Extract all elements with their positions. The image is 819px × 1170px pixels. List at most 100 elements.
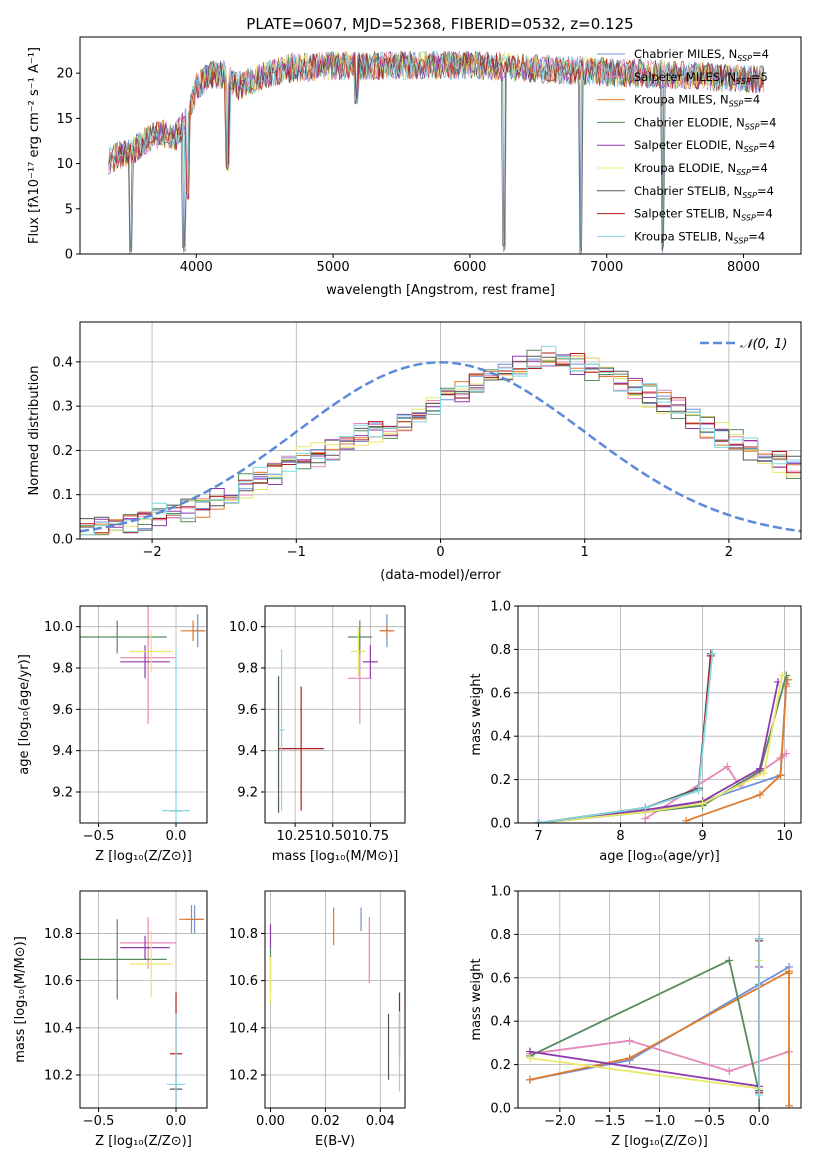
mass-vs-z-axes: −0.5 0.0 10.2 10.4 10.6 10.8 Z [log₁₀(Z/Z⊙)] ma…: [13, 891, 207, 1149]
x-tick-label: 7000: [590, 260, 623, 275]
series-kroupa-miles-marker: [682, 816, 691, 823]
y-tick-label: 0.2: [52, 444, 73, 459]
legend-nssp-eq: =: [757, 184, 767, 198]
errorbar-salpeter-miles: [120, 916, 177, 969]
errorbar-salpeter-elodie: [362, 645, 378, 679]
legend-nssp-prefix: , N: [721, 47, 737, 61]
legend-nssp-eq: =: [748, 229, 758, 243]
legend-nssp-sub: SSP: [729, 100, 744, 109]
x-axis-label: mass [log₁₀(M/M⊙)]: [272, 849, 399, 864]
x-tick-label: −0.5: [83, 829, 115, 844]
legend-nssp-eq: =: [756, 207, 766, 221]
series-kroupa-stelib-marker: [755, 934, 764, 943]
legend-label: Chabrier ELODIE, NSSP=4: [634, 115, 776, 131]
x-tick-label: 9: [698, 829, 706, 844]
series-salpeter-miles-marker: [625, 1036, 634, 1045]
legend-nssp-eq: =: [751, 70, 761, 84]
series-salpeter-miles-marker: [723, 762, 732, 771]
x-tick-label: 10.25: [276, 829, 313, 844]
mass-weight-vs-age-lines: [534, 649, 792, 823]
y-tick-label: 1.0: [490, 600, 511, 615]
series-chabrier-elodie-marker: [725, 956, 734, 965]
errorbar-kroupa-stelib: [278, 649, 285, 811]
legend-nssp-eq: =: [758, 138, 768, 152]
y-tick-label: 0.8: [490, 928, 511, 943]
mass-weight-vs-z-frame: [517, 890, 802, 1109]
y-tick-label: 10.8: [229, 927, 258, 942]
x-tick-label: −1: [287, 545, 306, 560]
errorbar-salpeter-elodie: [120, 935, 170, 960]
errorbar-kroupa-miles: [179, 905, 204, 934]
y-tick-label: 9.8: [237, 662, 258, 677]
series-kroupa-stelib-marker: [755, 1090, 764, 1099]
errorbar-chabrier-elodie: [347, 620, 372, 654]
spectrum-frame: [79, 36, 802, 255]
x-tick-label: 7: [534, 829, 542, 844]
series-salpeter-elodie-marker: [755, 764, 764, 773]
x-tick-label: 10.75: [352, 829, 389, 844]
legend-nssp-prefix: , N: [725, 207, 741, 221]
y-tick-label: 10.6: [44, 974, 73, 989]
spectrum-line-chabrier-stelib: [108, 50, 765, 254]
legend-name: Chabrier STELIB: [634, 184, 726, 198]
y-tick-label: 0.2: [490, 1058, 511, 1073]
errorbar-kroupa-stelib: [166, 1013, 186, 1108]
legend-label: Kroupa MILES, NSSP=4: [634, 93, 760, 109]
x-tick-label: 0.0: [166, 829, 187, 844]
legend-label: Salpeter ELODIE, NSSP=4: [634, 138, 775, 154]
y-tick-label: 9.4: [52, 744, 73, 759]
x-axis-label: Z [log₁₀(Z/Z⊙)]: [95, 849, 192, 864]
spectrum-line-kroupa-stelib: [108, 49, 765, 198]
series-salpeter-miles-marker: [725, 1067, 734, 1076]
legend-nssp-sub: SSP: [736, 168, 751, 177]
legend-name: Kroupa MILES: [634, 93, 713, 107]
series-kroupa-miles-marker: [785, 1101, 794, 1108]
legend-nssp-eq: =: [743, 93, 753, 107]
errorbar-salpeter-miles: [120, 606, 177, 724]
legend-label: Kroupa ELODIE, NSSP=4: [634, 161, 768, 177]
errorbar-chabrier-elodie: [80, 919, 167, 1000]
x-axis-label: wavelength [Angstrom, rest frame]: [326, 283, 555, 298]
series-salpeter-miles-marker: [782, 749, 791, 758]
x-tick-label: 0.0: [166, 1114, 187, 1129]
spectrum-line-salpeter-miles: [108, 51, 765, 197]
mass-vs-ebv-axes: 0.00 0.02 0.04 10.2 10.4 10.6 10.8 E(B-V): [229, 891, 405, 1149]
age-vs-z-frame: [79, 605, 208, 824]
y-tick-label: 1.0: [490, 885, 511, 900]
x-tick-label: −1.5: [594, 1114, 626, 1129]
series-kroupa-elodie-marker: [778, 671, 787, 680]
y-tick-label: 0.2: [490, 773, 511, 788]
residual-hist-frame: [79, 321, 802, 540]
legend-nssp: 4: [767, 184, 774, 198]
x-axis-label: age [log₁₀(age/yr)]: [599, 849, 720, 864]
legend-name: Salpeter MILES: [634, 70, 720, 84]
y-tick-label: 0.4: [490, 1015, 511, 1030]
legend-nssp-prefix: , N: [720, 70, 736, 84]
legend-name: Salpeter STELIB: [634, 207, 725, 221]
legend-nssp-prefix: , N: [726, 184, 742, 198]
legend-label: Chabrier MILES, NSSP=4: [634, 47, 769, 63]
age-vs-mass-frame: [264, 605, 406, 824]
y-tick-label: 10.4: [229, 1021, 258, 1036]
y-axis-label: mass weight: [469, 673, 484, 755]
x-tick-label: 8000: [727, 260, 760, 275]
y-tick-label: 9.4: [237, 744, 258, 759]
legend-nssp: 4: [769, 115, 776, 129]
x-tick-label: 0.02: [311, 1114, 340, 1129]
age-vs-mass-errorbars: [277, 614, 395, 813]
x-tick-label: −2: [143, 545, 162, 560]
y-tick-label: 9.8: [52, 662, 73, 677]
y-tick-label: 10.2: [44, 1068, 73, 1083]
y-tick-label: 9.2: [237, 786, 258, 801]
y-axis-label: mass [log₁₀(M/M⊙)]: [13, 936, 28, 1063]
y-tick-label: 9.2: [52, 786, 73, 801]
legend-nssp: 4: [765, 207, 772, 221]
legend-nssp-eq: =: [752, 47, 762, 61]
gaussian-curve: [80, 361, 801, 533]
x-tick-label: −2.0: [544, 1114, 576, 1129]
series-kroupa-miles-marker: [625, 1054, 634, 1063]
legend-label: Salpeter MILES, NSSP=5: [634, 70, 768, 86]
y-tick-label: 5: [65, 202, 73, 217]
x-tick-label: 5000: [317, 260, 350, 275]
